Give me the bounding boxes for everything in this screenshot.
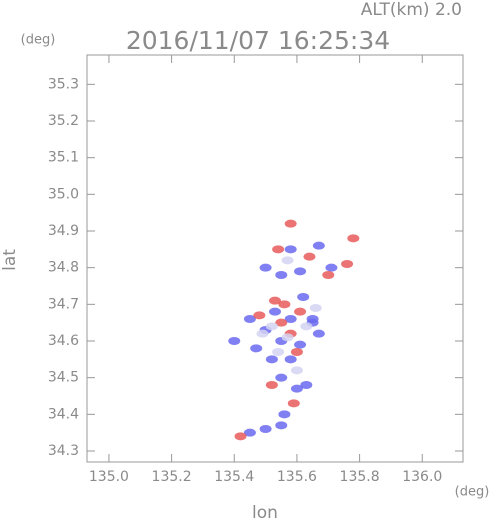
x-unit: (deg) xyxy=(455,485,490,500)
echo-patch xyxy=(322,271,335,279)
x-tick-label: 135.0 xyxy=(89,469,129,485)
echo-patch xyxy=(281,333,294,342)
echo-patch xyxy=(275,373,288,382)
echo-patch xyxy=(294,267,307,276)
y-tick-label: 35.0 xyxy=(48,186,79,202)
echo-patch xyxy=(259,425,272,433)
echo-patch xyxy=(300,381,313,389)
echo-patch xyxy=(234,432,247,441)
echo-patch xyxy=(228,337,241,345)
echo-patch xyxy=(347,234,360,243)
x-tick-label: 136.0 xyxy=(402,469,442,485)
echo-patch xyxy=(290,384,303,393)
echo-patch xyxy=(284,355,297,364)
echo-patch xyxy=(325,263,338,272)
echo-patch xyxy=(309,304,322,312)
x-tick-label: 135.8 xyxy=(340,469,380,485)
echo-patch xyxy=(272,245,285,254)
y-unit: (deg) xyxy=(21,33,56,48)
echo-patch xyxy=(275,271,288,279)
echo-patch xyxy=(243,315,256,323)
y-tick-label: 34.8 xyxy=(48,260,79,276)
echo-patch xyxy=(303,252,316,261)
echo-patch xyxy=(278,300,291,309)
echo-patch xyxy=(275,318,288,327)
y-tick-label: 34.6 xyxy=(48,333,79,349)
echo-patch xyxy=(312,241,325,250)
echo-patch xyxy=(265,355,278,364)
y-tick-label: 34.4 xyxy=(48,406,79,422)
echo-patch xyxy=(294,340,307,349)
echo-patch xyxy=(284,245,297,254)
y-tick-label: 34.9 xyxy=(48,223,79,239)
echo-patch xyxy=(297,293,310,301)
echo-patch xyxy=(253,311,266,320)
y-tick-label: 35.2 xyxy=(48,113,79,129)
y-tick-label: 35.1 xyxy=(48,150,79,166)
plot-frame xyxy=(86,54,464,463)
echo-patch xyxy=(300,322,313,331)
y-tick-label: 34.5 xyxy=(48,370,79,386)
echo-patch xyxy=(272,348,285,356)
echo-patch xyxy=(269,296,281,305)
echo-patch xyxy=(265,322,278,331)
x-tick-label: 135.4 xyxy=(214,469,254,485)
x-tick-label: 135.2 xyxy=(152,469,192,485)
echo-patch xyxy=(312,329,325,338)
chart-title: 2016/11/07 16:25:34 xyxy=(126,26,390,55)
y-tick-label: 35.3 xyxy=(48,76,79,92)
echo-patch xyxy=(275,421,288,430)
x-tick-label: 135.6 xyxy=(277,469,317,485)
echo-patch xyxy=(269,307,281,316)
echo-patch xyxy=(284,315,297,323)
subtitle: ALT(km) 2.0 xyxy=(361,0,462,20)
echo-patch xyxy=(278,410,291,419)
echo-patch xyxy=(294,307,307,316)
echo-patch xyxy=(243,428,256,437)
echo-patch xyxy=(250,344,263,353)
echo-patch xyxy=(287,399,300,408)
echo-patch xyxy=(265,381,278,389)
echo-patch xyxy=(256,329,269,338)
x-axis-label: lon xyxy=(252,503,278,521)
echo-patch xyxy=(341,260,354,268)
echo-patch xyxy=(281,256,294,265)
echo-patch xyxy=(259,263,272,272)
echo-patch xyxy=(290,348,303,356)
y-tick-label: 34.7 xyxy=(48,296,79,312)
echo-patch xyxy=(284,219,297,228)
echo-patch xyxy=(290,366,303,375)
echo-patch xyxy=(306,315,319,323)
y-tick-label: 34.3 xyxy=(48,443,79,459)
y-axis-label: lat xyxy=(0,249,20,271)
